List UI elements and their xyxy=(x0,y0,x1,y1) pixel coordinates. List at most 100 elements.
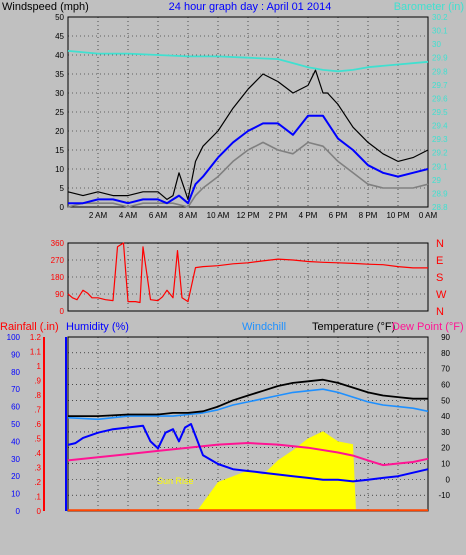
rainfall-tick-label: .4 xyxy=(34,449,41,458)
humidity-tick-label: 100 xyxy=(7,333,21,342)
humidity-tick-label: 0 xyxy=(16,507,21,516)
windspeed-axis-ticks: 0 5 10 15 20 25 30 35 40 45 50 xyxy=(55,13,64,212)
rainfall-tick-label: .9 xyxy=(34,377,41,386)
barometer-axis-ticks: 28.8 28.9 29 29.1 29.2 29.3 29.4 29.5 29.6 29.7 29… xyxy=(432,13,448,212)
windspeed-tick-label: 25 xyxy=(55,108,64,117)
barometer-axis-label: Barometer (in) xyxy=(394,1,464,13)
rainfall-axis-ticks: 0 .1 .2 .3 .4 .5 .6 .7 .8 .9 1 1.1 1.2 xyxy=(30,333,42,516)
wind-average-line xyxy=(68,114,429,205)
time-tick-label: 12 PM xyxy=(236,211,259,220)
direction-degree-label: 90 xyxy=(55,290,64,299)
direction-compass-label: N xyxy=(436,306,444,318)
windchill-line xyxy=(67,388,429,421)
humidity-tick-label: 40 xyxy=(11,437,20,446)
direction-degree-label: 360 xyxy=(51,239,65,248)
temperature-axis-label: Temperature (°F) xyxy=(312,321,395,333)
time-tick-label: 2 PM xyxy=(269,211,288,220)
barometer-tick-label: 29.5 xyxy=(432,108,448,117)
temperature-tick-label: 40 xyxy=(441,412,450,421)
temperature-line xyxy=(68,378,428,418)
sunrise-annotation: Sun Rise xyxy=(157,476,194,486)
humidity-axis-label: Humidity (%) xyxy=(66,321,129,333)
temperature-tick-label: -10 xyxy=(438,491,450,500)
windspeed-tick-label: 45 xyxy=(55,32,64,41)
direction-compass-label: N xyxy=(436,238,444,250)
direction-degree-ticks: 0 90 180 270 360 xyxy=(51,239,65,316)
barometer-tick-label: 29.2 xyxy=(432,149,448,158)
wind-direction-line xyxy=(67,242,428,304)
humidity-line xyxy=(67,423,429,483)
temperature-tick-label: 10 xyxy=(441,460,450,469)
rainfall-tick-label: .6 xyxy=(34,420,41,429)
temperature-tick-label: 20 xyxy=(441,444,450,453)
windspeed-tick-label: 15 xyxy=(55,146,64,155)
barometer-line xyxy=(67,50,429,73)
humidity-tick-label: 90 xyxy=(11,350,20,359)
time-tick-label: 0 AM xyxy=(419,211,438,220)
direction-degree-label: 270 xyxy=(51,256,65,265)
humidity-tick-label: 30 xyxy=(11,455,20,464)
wind-series xyxy=(67,50,429,208)
barometer-tick-label: 30.2 xyxy=(432,13,448,22)
chart-title: 24 hour graph day : April 01 2014 xyxy=(169,1,332,13)
gust-line xyxy=(67,69,429,200)
rainfall-tick-label: 0 xyxy=(37,507,42,516)
temperature-series xyxy=(67,378,429,512)
temperature-tick-label: 90 xyxy=(441,333,450,342)
windspeed-tick-label: 30 xyxy=(55,89,64,98)
temperature-tick-label: 50 xyxy=(441,396,450,405)
barometer-tick-label: 29 xyxy=(432,176,441,185)
rainfall-tick-label: 1.2 xyxy=(30,333,42,342)
direction-degree-label: 180 xyxy=(51,273,65,282)
humidity-tick-label: 10 xyxy=(11,490,20,499)
rainfall-tick-label: .3 xyxy=(34,464,41,473)
time-tick-label: 10 PM xyxy=(386,211,409,220)
barometer-tick-label: 30 xyxy=(432,40,441,49)
barometer-tick-label: 30.1 xyxy=(432,27,448,36)
barometer-tick-label: 29.8 xyxy=(432,67,448,76)
temperature-tick-label: 70 xyxy=(441,365,450,374)
time-tick-label: 2 AM xyxy=(89,211,108,220)
humidity-tick-label: 50 xyxy=(11,420,20,429)
time-tick-label: 4 AM xyxy=(119,211,138,220)
humidity-axis-ticks: 0 10 20 30 40 50 60 70 80 90 100 xyxy=(7,333,21,516)
time-tick-label: 8 AM xyxy=(179,211,198,220)
windspeed-tick-label: 35 xyxy=(55,70,64,79)
temperature-tick-label: 30 xyxy=(441,428,450,437)
humidity-tick-label: 80 xyxy=(11,368,20,377)
rainfall-tick-label: 1.1 xyxy=(30,348,42,357)
barometer-tick-label: 29.4 xyxy=(432,122,448,131)
rainfall-tick-label: 1 xyxy=(37,362,42,371)
windchill-label: Windchill xyxy=(242,321,286,333)
direction-compass-label: E xyxy=(436,255,443,267)
temperature-tick-label: 60 xyxy=(441,380,450,389)
humidity-tick-label: 20 xyxy=(11,472,20,481)
rainfall-axis-label: Rainfall (.in) xyxy=(0,321,59,333)
rainfall-tick-label: .5 xyxy=(34,435,41,444)
barometer-tick-label: 29.7 xyxy=(432,81,448,90)
direction-compass-label: S xyxy=(436,272,443,284)
wind-speed-line xyxy=(67,141,429,208)
barometer-tick-label: 29.3 xyxy=(432,135,448,144)
windspeed-tick-label: 50 xyxy=(55,13,64,22)
windspeed-tick-label: 5 xyxy=(60,184,65,193)
windspeed-tick-label: 40 xyxy=(55,51,64,60)
time-tick-label: 8 PM xyxy=(359,211,378,220)
time-axis-ticks: 2 AM 4 AM 6 AM 8 AM 10 AM 12 PM 2 PM 4 PM 6 PM 8 … xyxy=(89,211,438,220)
temperature-tick-label: 80 xyxy=(441,349,450,358)
dewpoint-line xyxy=(67,442,429,467)
time-tick-label: 10 AM xyxy=(207,211,230,220)
time-tick-label: 4 PM xyxy=(299,211,318,220)
barometer-tick-label: 28.9 xyxy=(432,189,448,198)
time-tick-label: 6 AM xyxy=(149,211,168,220)
barometer-tick-label: 29.6 xyxy=(432,94,448,103)
rainfall-tick-label: .1 xyxy=(34,493,41,502)
rainfall-tick-label: .8 xyxy=(34,391,41,400)
barometer-tick-label: 29.9 xyxy=(432,54,448,63)
rainfall-tick-label: .7 xyxy=(34,406,41,415)
humidity-tick-label: 70 xyxy=(11,385,20,394)
direction-compass-label: W xyxy=(436,289,447,301)
barometer-tick-label: 29.1 xyxy=(432,162,448,171)
